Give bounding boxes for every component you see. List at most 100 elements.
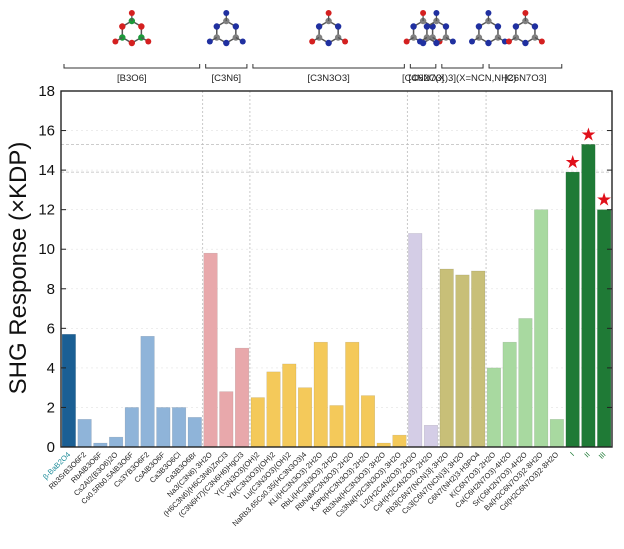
group-brackets: [B3O6] [C3N6] [C3N3O3] [C4N2O3][C6N7(X)3](X… — [63, 64, 563, 84]
highlight-stars: ★ ★ ★ — [565, 124, 613, 209]
motif-atom — [223, 10, 230, 16]
bar — [235, 347, 250, 448]
group-bracket — [441, 64, 484, 69]
y-axis-label: SHG Response (×KDP) — [5, 142, 32, 395]
motif-atom — [403, 38, 410, 45]
highlight-star: ★ — [596, 190, 612, 210]
gridlines — [61, 91, 612, 447]
bar — [518, 318, 533, 448]
group-bracket — [63, 64, 201, 69]
motif-atom — [112, 38, 119, 45]
y-tick-label: 8 — [47, 281, 55, 298]
y-axis-ticks: 0 2 4 6 8 10 12 14 16 18 — [38, 83, 612, 456]
motif-atom — [423, 23, 431, 30]
group-label: [C3N6] — [212, 73, 242, 84]
motif-atom — [206, 38, 213, 45]
bar — [124, 407, 139, 448]
bar — [156, 407, 171, 448]
group-bracket — [205, 64, 248, 69]
motif-atom — [505, 38, 512, 45]
motif-atom — [128, 39, 136, 47]
bar — [140, 335, 155, 448]
motif-atom — [485, 10, 492, 16]
y-tick-label: 16 — [38, 123, 55, 140]
motif-atom — [433, 39, 440, 47]
motif-atom — [531, 23, 539, 30]
group-bracket — [409, 64, 437, 69]
y-tick-label: 4 — [47, 360, 55, 377]
bar — [345, 341, 360, 448]
motif-atom — [128, 10, 135, 16]
group-label: [B3O6] — [117, 73, 147, 84]
y-tick-label: 14 — [38, 162, 55, 179]
y-tick-label: 10 — [38, 241, 55, 258]
bar — [266, 371, 281, 448]
motif-atom — [494, 34, 502, 41]
bar — [329, 405, 344, 448]
motif-atom — [494, 23, 502, 30]
x-category-label: II — [582, 450, 591, 459]
bar — [297, 387, 313, 448]
motif-atom — [119, 23, 126, 30]
bar — [109, 436, 124, 448]
motif-atom — [433, 10, 440, 16]
motif-atom — [522, 10, 529, 16]
bar — [392, 434, 407, 448]
bar — [203, 252, 218, 448]
motif-atom — [475, 23, 483, 30]
bar — [360, 395, 376, 448]
plot-frame — [60, 90, 613, 448]
motif-atom — [420, 10, 427, 16]
bar — [61, 334, 76, 448]
y-tick-label: 12 — [38, 202, 55, 219]
motif-atom — [416, 38, 423, 45]
motif-atom — [538, 38, 545, 45]
motif-atom — [213, 23, 220, 30]
group-label: [C6N7O3] — [504, 73, 546, 84]
bar — [486, 367, 501, 448]
bar — [439, 268, 454, 448]
motif-atom — [342, 38, 349, 45]
bar — [502, 341, 517, 448]
group-label: [C4N2O3] — [402, 73, 444, 84]
group-bracket — [488, 64, 563, 69]
bar — [250, 397, 265, 448]
highlight-star: ★ — [580, 124, 596, 144]
motif-atom — [485, 39, 492, 47]
bar — [77, 419, 92, 448]
highlight-star: ★ — [565, 152, 581, 172]
motif-atom — [138, 23, 145, 30]
bars — [61, 144, 612, 448]
bar — [549, 419, 564, 448]
motif-atom — [325, 10, 332, 16]
motif-atom — [334, 23, 342, 30]
bar — [423, 424, 438, 448]
group-motifs — [112, 10, 545, 47]
bar — [219, 391, 234, 448]
y-tick-label: 18 — [38, 83, 55, 100]
group-label: [C3N3O3] — [308, 73, 350, 84]
x-category-label: III — [597, 450, 608, 461]
motif-atom — [145, 38, 152, 45]
motif-atom — [442, 34, 450, 41]
motif-atom — [223, 39, 230, 47]
motif-atom — [522, 39, 529, 47]
x-category-label: I — [568, 450, 576, 458]
bar — [313, 341, 328, 448]
motif-atom — [325, 39, 332, 47]
y-tick-label: 0 — [47, 439, 55, 456]
motif-atom — [239, 38, 246, 45]
bar — [565, 171, 580, 448]
bar — [534, 209, 549, 448]
motif-atom — [468, 38, 475, 45]
bar — [172, 407, 187, 448]
motif-atom — [309, 38, 316, 45]
bar — [471, 270, 486, 448]
y-tick-label: 2 — [47, 399, 55, 416]
group-label: [C6N7(X)3](X=NCN,NH2) — [408, 73, 516, 84]
motif-atom — [315, 23, 323, 30]
bar — [187, 417, 202, 448]
bar — [581, 144, 596, 448]
x-axis-labels: β-BaB2O4Rb3SrB3O6F2RbAlB3O6FCs2Al2(B3O6)… — [41, 450, 607, 528]
motif-atom — [410, 23, 417, 30]
